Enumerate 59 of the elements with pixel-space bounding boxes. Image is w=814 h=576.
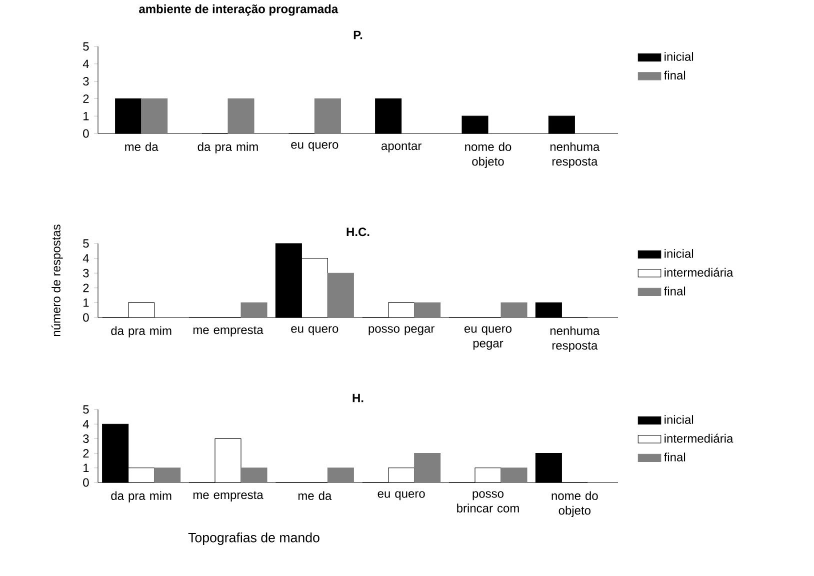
bar [500,302,528,318]
bar [414,302,441,318]
legend-label: inicial [664,414,694,424]
x-tick-label: me empresta [193,490,264,502]
y-tick-label: 3 [83,268,89,278]
x-tick-label: da pra mim [198,142,258,154]
y-tick-label: 0 [83,128,89,138]
y-tick-label: 2 [83,94,89,103]
y-tick-label: 5 [83,42,89,50]
x-tick-label: eu quero [291,326,338,335]
y-tick-label: 1 [84,112,89,120]
y-tick-label: 4 [82,420,89,428]
legend-label: final [664,286,686,296]
x-tick-label: posso brincar com [457,490,519,512]
legend-label: inicial [664,52,694,61]
y-tick-label: 3 [83,76,89,86]
x-tick-label: nenhuma resposta [550,142,600,168]
bar [414,452,441,483]
bar [154,467,181,483]
chart-title: H. [352,394,364,402]
x-tick-label: nome do objeto [552,490,598,517]
bar [240,467,268,483]
legend-label: inicial [664,248,694,258]
y-tick-label: 3 [83,434,89,443]
bar [240,302,268,318]
x-tick-label: da pra mim [111,326,172,338]
y-tick-label: 1 [84,464,89,472]
y-tick-label: 5 [83,239,89,248]
x-tick-label: eu quero pegar [464,326,512,350]
x-axis-title: Topografias de mando [188,532,320,545]
chart-title: H.C. [346,227,370,236]
x-tick-label: me empresta [193,326,264,336]
x-tick-label: apontar [381,142,422,152]
x-tick-label: nenhuma resposta [550,326,600,352]
y-axis-title: número de respostas [51,224,63,336]
x-tick-label: me da [125,142,158,151]
x-tick-label: me da [298,490,332,500]
y-tick-label: 2 [83,448,89,458]
y-tick-label: 5 [83,405,89,414]
legend-label: intermediária [664,268,734,277]
y-tick-label: 0 [83,312,89,322]
x-tick-label: eu quero [378,490,425,500]
bar [327,272,354,318]
x-tick-label: da pra mim [111,490,172,502]
legend-label: intermediária [664,434,734,443]
y-tick-label: 4 [82,60,89,68]
y-tick-label: 4 [82,254,89,262]
y-tick-label: 0 [83,478,89,487]
x-tick-label: posso pegar [368,326,434,335]
x-tick-label: eu quero [291,142,338,151]
legend-label: final [664,452,686,462]
text: ambiente de interação programada [139,4,338,16]
bar [500,467,528,483]
bar [327,467,354,483]
chart-title: P. [354,30,362,39]
y-tick-label: 1 [84,298,89,307]
y-tick-label: 2 [83,283,89,292]
legend-label: final [664,70,686,80]
x-tick-label: nome do objeto [465,142,512,168]
